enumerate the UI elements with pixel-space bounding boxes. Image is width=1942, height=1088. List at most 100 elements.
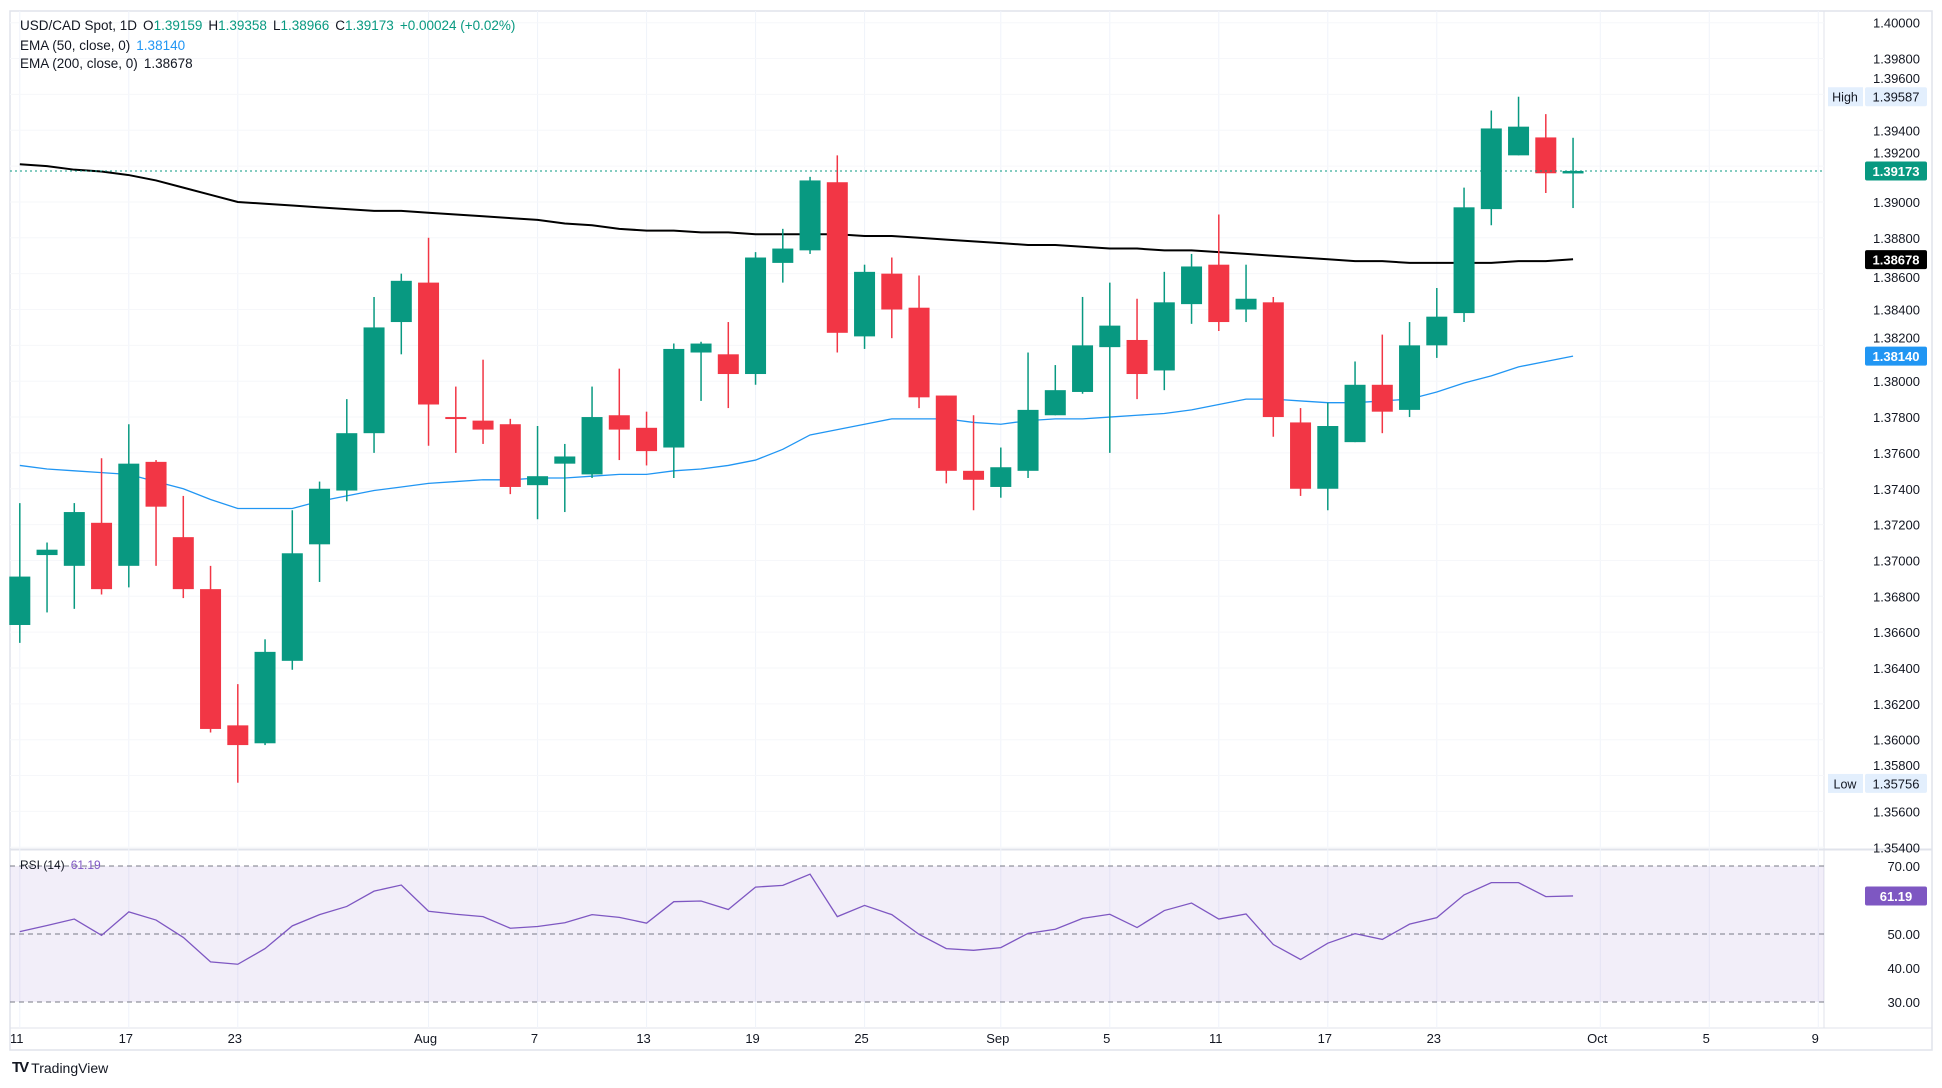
candle-body [145,461,167,507]
price-tick-label: 1.39400 [1873,123,1920,138]
candle [908,275,930,409]
high-label: H [208,18,219,33]
time-tick-label: 23 [228,1031,242,1046]
tradingview-logo-icon: TV [12,1059,29,1076]
candle-body [608,415,630,430]
candle [527,426,549,520]
rsi-value-badge: 61.19 [1880,889,1913,904]
last-price-badge-bg [1865,161,1927,181]
candle [1017,352,1039,478]
high-price-badge: 1.39587 [1873,90,1920,105]
candle-body [1262,302,1284,418]
candle-body [1017,409,1039,471]
candle [445,386,467,453]
candle-body [799,180,821,251]
candle-body [227,725,249,746]
rsi-tick-label: 40.00 [1887,961,1920,976]
candle-body [336,433,358,491]
candle-body [172,537,194,590]
close-value: 1.39173 [345,18,394,33]
candle [608,368,630,461]
ema200-price-badge-bg [1865,250,1927,270]
price-tick-label: 1.38000 [1873,374,1920,389]
legend-ema50-row[interactable]: EMA (50, close, 0) 1.38140 [20,38,191,53]
candle-body [281,553,303,661]
candle [145,460,167,566]
brand-name: TradingView [31,1059,109,1076]
candle-body [1508,126,1530,156]
candle-body [908,307,930,398]
price-tick-label: 1.36000 [1873,733,1920,748]
price-badges: High 1.39587 Low 1.35756 1.39173 1.38678 1.381… [1828,87,1927,906]
candles [9,96,1824,783]
legend-ema200-row[interactable]: EMA (200, close, 0) 1.38678 [20,56,199,71]
candle [9,503,31,643]
last-price-badge: 1.39173 [1873,164,1920,179]
candle [1290,408,1312,496]
price-tick-label: 1.37200 [1873,518,1920,533]
ema50-price-badge: 1.38140 [1873,349,1920,364]
candle [363,296,385,453]
rsi-background-band [10,866,1824,1002]
tradingview-brand[interactable]: TV TradingView [12,1059,108,1076]
candle-body [1208,264,1230,323]
legend-rsi-row[interactable]: RSI (14) 61.19 [20,858,107,872]
low-price-badge-bg [1865,773,1927,793]
ema200-price-badge: 1.38678 [1873,253,1920,268]
candle-body [990,467,1012,487]
candle [1399,322,1421,418]
time-axis[interactable]: 11 17 23 Aug 7 13 19 25 Sep 5 11 17 23 Oct 5 9 [10,1031,1819,1046]
low-tag-bg [1828,773,1863,793]
candle [1371,334,1393,434]
candle [227,684,249,783]
rsi-line [19,873,1574,965]
candle-body [1126,339,1148,375]
candle [1426,287,1448,358]
low-tag-label: Low [1834,777,1858,791]
candle-body [63,512,85,566]
price-tick-label: 1.39200 [1873,145,1920,160]
candle [1044,365,1066,416]
time-tick-label: 11 [1209,1031,1223,1046]
candle-body [36,549,58,556]
candle-body [390,280,412,323]
candle-body [1344,384,1366,443]
time-tick-label: 13 [636,1031,650,1046]
symbol-label[interactable]: USD/CAD Spot, 1D [20,18,138,33]
candle-body [745,257,767,375]
candle-body [1453,207,1475,314]
candle [336,399,358,502]
candle-body [418,282,440,405]
candle-body [1426,316,1448,346]
candle-body [554,456,576,464]
legend-symbol-row: USD/CAD Spot, 1D O1.39159 H1.39358 L1.38966… [20,18,521,33]
candle [799,176,821,254]
candle-body [1072,345,1094,392]
candle [1126,298,1148,400]
candle-body [636,427,658,452]
ema50-line [19,355,1574,510]
open-label: O [143,18,154,33]
price-axis[interactable]: 1.40000 1.39800 1.39600 1.39400 1.39200 1.390… [1873,16,1920,856]
candle [1181,253,1203,324]
candle [826,155,848,353]
candle-body [1562,170,1584,174]
price-tick-label: 1.38600 [1873,270,1920,285]
candle-body [1044,390,1066,416]
price-tick-label: 1.35400 [1873,840,1920,855]
candle-body [826,182,848,333]
price-tick-label: 1.40000 [1873,16,1920,31]
candle [309,481,331,582]
candle-body [9,576,31,625]
candle [1508,96,1530,156]
candle-body [1235,298,1257,310]
candle [690,341,712,401]
candle-body [472,420,494,430]
time-tick-label: 7 [531,1031,538,1046]
candle [1153,271,1175,391]
candle [418,237,440,446]
price-tick-label: 1.39800 [1873,52,1920,67]
price-tick-label: 1.38400 [1873,303,1920,318]
candle-body [309,488,331,545]
